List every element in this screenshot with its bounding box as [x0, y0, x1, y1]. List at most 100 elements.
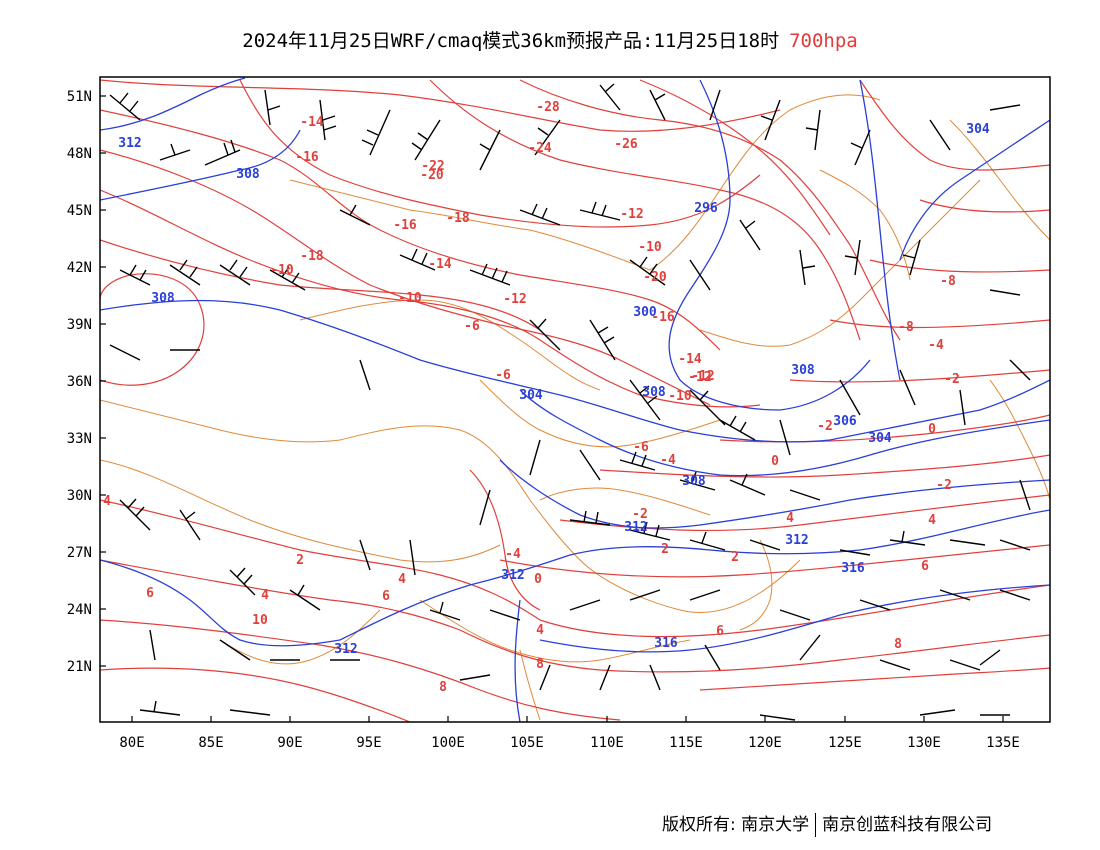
lon-tick-label: 100E [431, 735, 465, 751]
temperature-label: -16 [393, 218, 417, 233]
wind-barb [579, 201, 621, 221]
wind-barb [779, 609, 811, 621]
wind-barb [919, 709, 956, 716]
height-contour [899, 119, 1050, 261]
wind-barb [805, 109, 821, 151]
boundary-line [699, 179, 981, 347]
lat-tick-label: 36N [67, 374, 92, 390]
height-label: 312 [334, 642, 357, 657]
wind-barb [219, 259, 251, 286]
wind-barb [949, 539, 986, 546]
temperature-label: -10 [270, 263, 294, 278]
wind-barb [949, 659, 981, 671]
wind-barb [989, 104, 1021, 111]
temperature-label: -18 [446, 211, 470, 226]
wind-barb [689, 531, 726, 551]
temperature-contour [100, 619, 621, 721]
boundary-line [819, 169, 911, 281]
copyright-right: 南京创蓝科技有限公司 [822, 815, 993, 835]
temperature-contour [919, 199, 1050, 213]
wind-barb [979, 649, 1001, 666]
temperature-label: -12 [620, 207, 643, 222]
height-label: 316 [841, 561, 865, 576]
lat-tick-label: 39N [67, 317, 92, 333]
wind-barb [629, 379, 661, 421]
temperature-label: 4 [103, 494, 111, 509]
wind-barb [709, 89, 721, 121]
temperature-label: 8 [536, 657, 544, 672]
wind-barb [879, 659, 911, 671]
height-label: 312 [624, 520, 647, 535]
wind-barb [139, 700, 181, 716]
wind-barb [529, 439, 541, 476]
wind-barb [459, 674, 491, 681]
height-label: 316 [654, 636, 678, 651]
height-label: 312 [501, 568, 524, 583]
wind-barb [119, 498, 151, 531]
height-contour [514, 599, 521, 722]
temperature-contour [100, 239, 541, 331]
temperature-label: -6 [633, 440, 649, 455]
wind-barb [719, 415, 756, 441]
wind-barb [889, 530, 926, 546]
height-contours [100, 77, 1050, 722]
temperature-label: -2 [944, 372, 960, 387]
lat-tick-label: 24N [67, 602, 92, 618]
lat-tick-label: 27N [67, 545, 92, 561]
lon-tick-label: 120E [748, 735, 782, 751]
lon-tick-label: 80E [119, 735, 144, 751]
temperature-label: -16 [651, 310, 675, 325]
boundary-line [219, 609, 381, 665]
boundary-line [299, 299, 601, 391]
wind-barb [149, 629, 156, 661]
lon-tick-label: 95E [356, 735, 381, 751]
wind-barb [739, 219, 761, 251]
height-label: 308 [642, 385, 666, 400]
temperature-label: 0 [534, 572, 542, 587]
height-label: 304 [966, 122, 990, 137]
wind-barb [999, 589, 1031, 601]
wind-barb [1019, 479, 1031, 511]
temperature-label: -22 [421, 159, 444, 174]
wind-barb [264, 89, 281, 126]
height-label: 296 [694, 201, 718, 216]
wind-barb [411, 119, 441, 161]
boundary-line [100, 399, 801, 614]
lon-tick-label: 115E [669, 735, 703, 751]
lon-tick-label: 90E [277, 735, 302, 751]
latitude-ticks: 51N 48N 45N 42N 39N 36N 33N 30N 27N 24N 21N [67, 89, 106, 675]
lat-tick-label: 42N [67, 260, 92, 276]
wind-barb [204, 139, 241, 166]
temperature-label: -18 [300, 249, 324, 264]
temperature-label: 8 [894, 637, 902, 652]
temperature-contour [429, 79, 861, 341]
wind-barb [959, 389, 966, 426]
temperature-label: 10 [252, 613, 268, 628]
height-label: 300 [633, 305, 657, 320]
wind-barb [789, 489, 821, 501]
height-contour [100, 77, 246, 131]
lat-tick-label: 45N [67, 203, 92, 219]
temperature-label: 6 [921, 559, 929, 574]
pressure-level: 700hpa [789, 30, 858, 52]
temperature-label: -4 [928, 338, 944, 353]
wind-barb [361, 109, 391, 156]
temperature-label: -20 [643, 270, 667, 285]
wind-barb [339, 204, 371, 226]
wind-barb [534, 119, 561, 156]
wind-barb [629, 256, 666, 286]
wind-barb [409, 539, 416, 576]
lon-tick-label: 125E [828, 735, 862, 751]
temperature-contour [100, 273, 205, 386]
wind-barb [169, 259, 201, 286]
height-contour [100, 559, 341, 647]
height-contour [668, 79, 871, 411]
temperature-label: 2 [661, 542, 669, 557]
temperature-label: -24 [528, 141, 552, 156]
wind-barb [229, 709, 271, 716]
wind-barb [629, 589, 661, 601]
temperature-label: 6 [382, 589, 390, 604]
temperature-label: -10 [398, 291, 422, 306]
wind-barb [229, 567, 256, 596]
